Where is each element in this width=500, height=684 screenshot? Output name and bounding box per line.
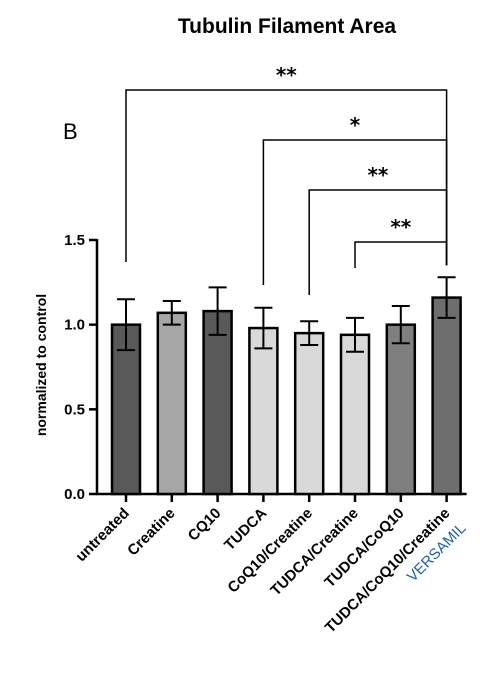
x-tick-label: Creatine (124, 505, 178, 559)
significance-bracket (308, 189, 448, 295)
bar (385, 323, 417, 496)
bar (293, 331, 325, 496)
y-tick-label: 1.5 (64, 232, 85, 249)
bar (156, 311, 188, 496)
significance-bracket (354, 241, 448, 268)
error-bars-group (117, 276, 456, 353)
y-tick-label: 0.0 (64, 486, 85, 503)
bar (339, 333, 371, 496)
chart-title: Tubulin Filament Area (178, 15, 397, 38)
bar (431, 296, 462, 496)
y-tick-label: 0.5 (64, 401, 85, 418)
x-tick-label: CoQ10/Creatine (224, 505, 316, 597)
significance-brackets: ******* (125, 63, 448, 295)
panel-label: B (63, 119, 78, 144)
bar (248, 326, 279, 496)
x-tick-label: CQ10 (185, 505, 225, 545)
bars-group (110, 296, 462, 502)
significance-label: * (350, 113, 361, 137)
significance-label: ** (390, 215, 411, 239)
significance-label: ** (367, 163, 388, 187)
y-axis-label: normalized to control (33, 294, 49, 436)
x-tick-label: untreated (72, 505, 132, 565)
bar (202, 309, 233, 496)
x-tick-label: TUDCA/CoQ10 (321, 505, 407, 591)
y-tick-label: 1.0 (64, 317, 85, 334)
significance-label: ** (276, 63, 297, 87)
